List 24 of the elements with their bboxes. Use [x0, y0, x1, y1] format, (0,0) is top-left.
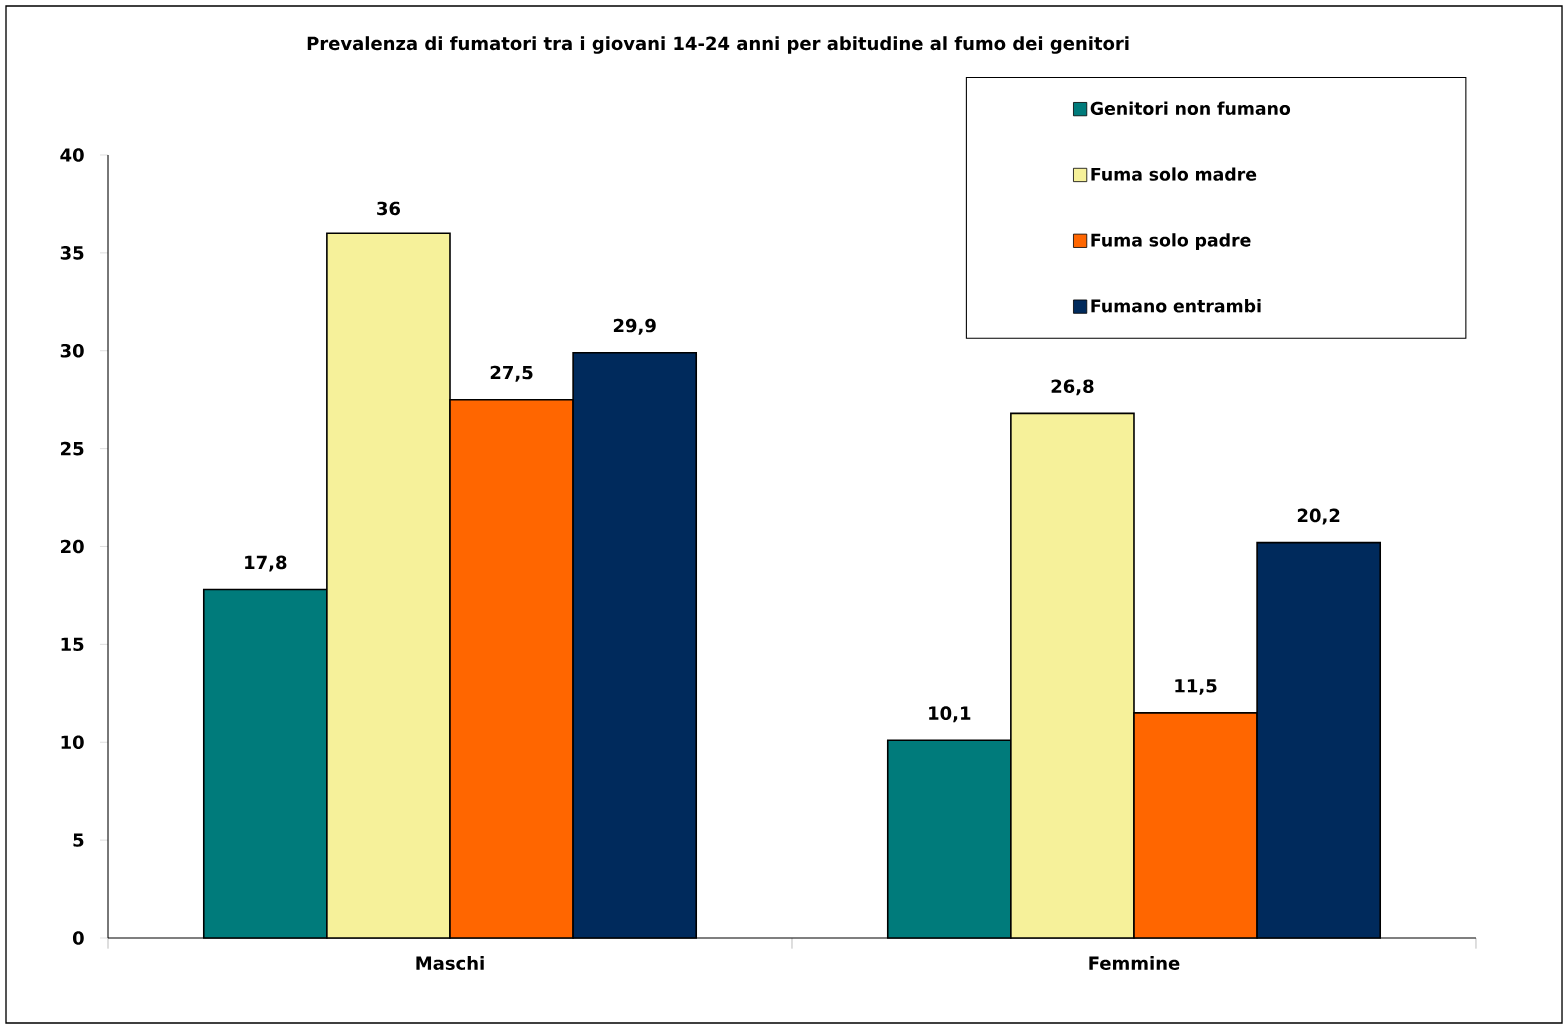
legend-label: Fuma solo madre — [1091, 167, 1257, 181]
y-tick-label: 30 — [60, 343, 84, 358]
data-label: 27,5 — [490, 365, 533, 382]
legend-label: Genitori non fumano — [1090, 101, 1291, 115]
data-label: 29,9 — [613, 318, 656, 335]
y-tick-label: 25 — [61, 441, 84, 456]
data-label: 20,2 — [1297, 508, 1340, 525]
data-label: 17,8 — [245, 555, 287, 572]
y-tick-label: 5 — [73, 833, 84, 847]
legend-label: Fumano entrambi — [1091, 299, 1261, 313]
data-label: 10,1 — [929, 706, 971, 723]
legend-label: Fuma solo padre — [1091, 233, 1251, 250]
y-tick-label: 20 — [61, 539, 84, 554]
x-tick-label: Femmine — [1089, 956, 1180, 970]
y-tick-label: 15 — [61, 637, 84, 652]
data-label: 26,8 — [1051, 379, 1094, 396]
x-tick-label: Maschi — [416, 956, 484, 970]
y-tick-label: 35 — [60, 246, 84, 260]
data-label: 11,5 — [1175, 679, 1217, 695]
chart-title: Prevalenza di fumatori tra i giovani 14-24 anni per abitudine al fumo dei genitori — [307, 36, 1129, 54]
data-label: 36 — [377, 201, 400, 216]
y-tick-label: 0 — [72, 931, 84, 945]
y-tick-label: 40 — [60, 148, 84, 162]
y-tick-label: 10 — [61, 735, 84, 750]
